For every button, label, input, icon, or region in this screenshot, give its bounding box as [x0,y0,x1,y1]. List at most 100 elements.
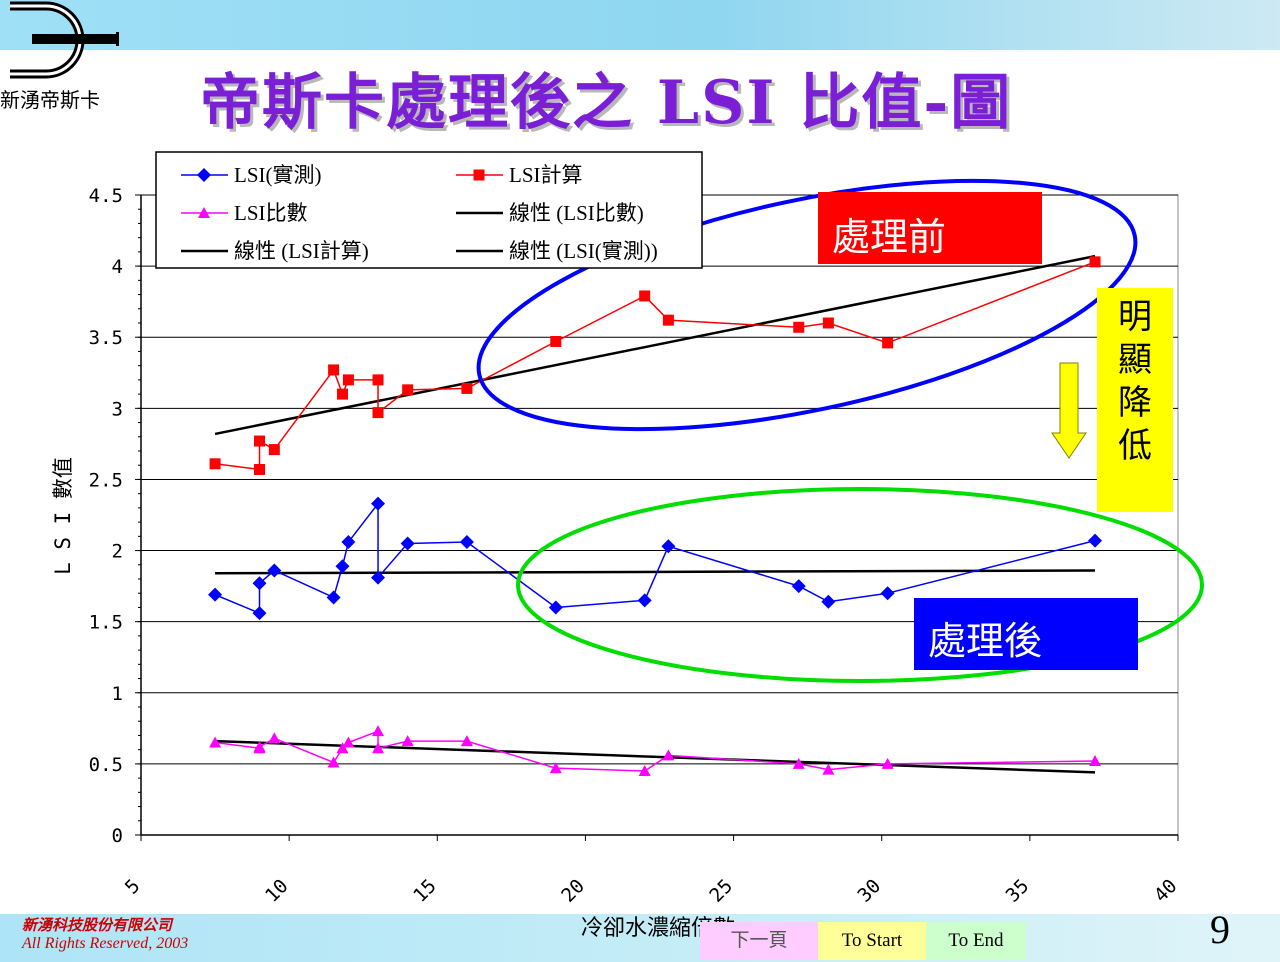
note-char: 降 [1118,383,1152,423]
data-point-triangle [327,756,340,768]
after-treatment-ellipse [516,487,1204,683]
data-point-square [882,337,894,349]
footer-band [0,914,1280,962]
data-point-square [254,463,266,475]
data-point-square [268,444,280,456]
data-point-triangle [1089,755,1102,767]
data-point-diamond [400,536,415,551]
data-point-square [461,382,473,394]
y-tick-label: 1.5 [89,612,123,634]
data-point-triangle [822,763,835,775]
to-start-button[interactable]: To Start [818,922,926,960]
before-treatment-badge: 處理前 [818,192,1042,264]
note-char: 低 [1118,426,1152,466]
data-point-diamond [637,593,652,608]
data-point-square [372,374,384,386]
legend-label: LSI(實測) [234,163,322,187]
company-logo-text: 新湧帝斯卡 [0,88,100,112]
data-point-square [793,321,805,333]
data-point-square [1089,256,1101,268]
data-point-square [254,435,266,447]
data-point-diamond [197,168,211,182]
legend-label: LSI計算 [509,163,583,187]
legend-label: 線性 (LSI計算) [234,239,369,263]
x-tick-label: 10 [261,875,293,907]
legend-label: 線性 (LSI(實測)) [509,239,658,263]
trendline [215,569,1096,575]
data-point-diamond [791,579,806,594]
data-point-triangle [460,735,473,747]
slide-title: 帝斯卡處理後之 LSI 比值-圖 [200,68,1013,138]
series-layer [208,254,1103,776]
data-point-diamond [821,594,836,609]
x-tick-label: 35 [1002,875,1034,907]
before-treatment-ellipse [476,178,1138,432]
next-page-button[interactable]: 下一頁 [700,922,818,960]
data-point-triangle [253,740,266,752]
data-point-triangle [549,762,562,774]
data-point-diamond [208,587,223,602]
y-axis-label: L S I 數值 [51,457,75,575]
data-point-diamond [371,496,386,511]
data-point-diamond [326,590,341,605]
x-tick-label: 5 [121,875,145,899]
data-point-triangle [268,732,281,744]
data-point-diamond [341,535,356,550]
data-point-square [372,407,384,419]
x-tick-label: 15 [409,875,441,907]
to-end-button[interactable]: To End [926,922,1026,960]
data-point-triangle [209,736,222,748]
note-char: 明 [1118,297,1152,337]
footer-copyright: All Rights Reserved, 2003 [22,935,189,952]
plot-frame [140,194,1179,836]
data-point-square [336,388,348,400]
x-tick-label: 20 [557,875,589,907]
legend-box [155,151,703,269]
plot-area [140,194,1179,836]
data-point-square [473,169,485,181]
data-point-diamond [252,606,267,621]
y-tick-label: 1 [112,683,123,705]
data-point-diamond [335,559,350,574]
data-point-triangle [792,757,805,769]
significant-decrease-note: 明 顯 降 低 [1097,288,1173,512]
data-point-square [328,364,340,376]
data-point-diamond [252,576,267,591]
data-point-square [662,314,674,326]
data-point-triangle [372,742,385,754]
note-char: 顯 [1118,340,1152,380]
legend-label: 線性 (LSI比數) [509,201,644,225]
data-point-triangle [372,725,385,737]
legend-label: LSI比數 [234,201,308,225]
data-point-diamond [267,563,282,578]
footer-company-name: 新湧科技股份有限公司 [22,916,173,934]
data-point-triangle [342,736,355,748]
data-point-diamond [459,535,474,550]
data-point-diamond [880,586,895,601]
y-tick-label: 0 [112,825,123,847]
y-tick-label: 4.5 [89,185,123,207]
y-tick-label: 4 [112,256,123,278]
data-point-square [639,290,651,302]
header-band [0,0,1280,50]
data-point-diamond [371,570,386,585]
down-arrow-icon [1051,362,1087,459]
data-point-triangle [198,207,210,218]
y-tick-label: 3.5 [89,327,123,349]
chart-legend: LSI(實測) LSI計算 LSI比數 線性 (LSI比數) 線性 (LSI計算) 線性 … [155,151,703,269]
after-treatment-badge: 處理後 [914,598,1138,670]
data-point-triangle [336,742,349,754]
page-number: 9 [1210,907,1230,952]
data-point-square [342,374,354,386]
data-point-square [402,384,414,396]
data-point-triangle [662,749,675,761]
y-tick-label: 2.5 [89,469,123,491]
data-point-diamond [661,539,676,554]
y-tick-label: 0.5 [89,754,123,776]
data-point-square [550,335,562,347]
data-point-square [822,317,834,329]
x-tick-label: 30 [854,875,886,907]
y-tick-label: 2 [112,541,123,563]
x-tick-label: 40 [1150,875,1182,907]
